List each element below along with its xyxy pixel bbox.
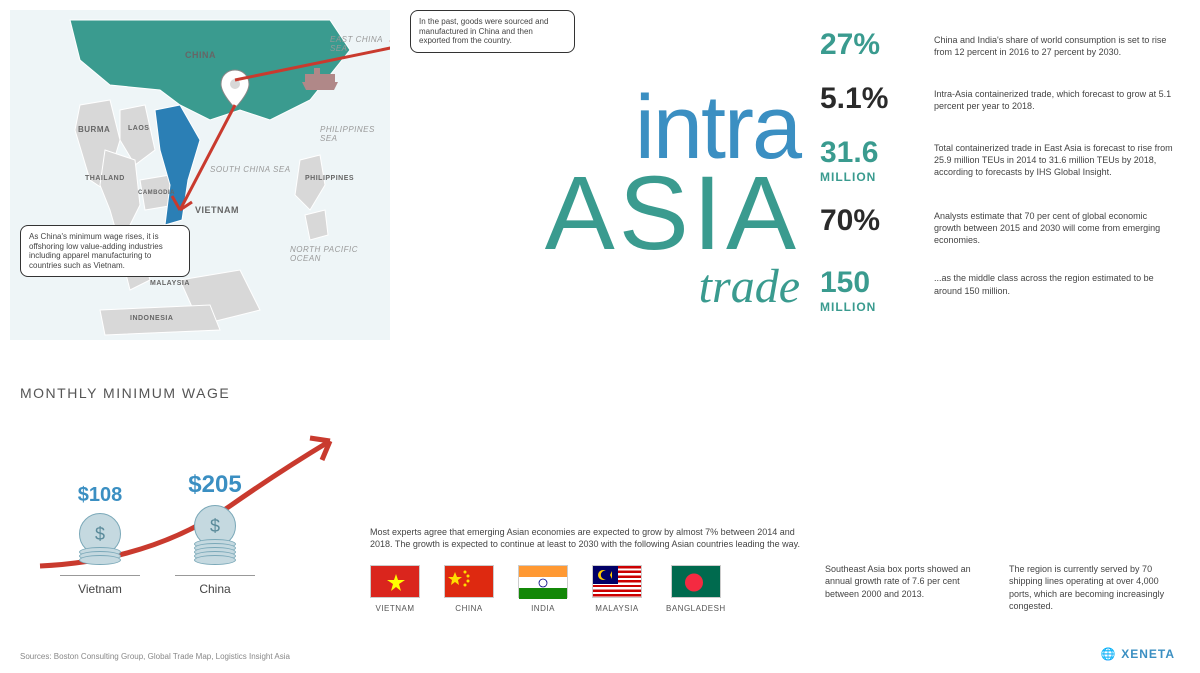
wage-title: MONTHLY MINIMUM WAGE (20, 385, 350, 401)
title-asia: ASIA (480, 167, 800, 262)
map-label-cambodia: CAMBODIA (138, 190, 175, 196)
stat-row: 27% China and India's share of world con… (820, 30, 1175, 62)
callout-export: In the past, goods were sourced and manu… (410, 10, 575, 53)
stat-desc: China and India's share of world consump… (934, 30, 1175, 58)
flag-bangladesh-icon (671, 565, 721, 598)
stat-row: 31.6 MILLION Total containerized trade in… (820, 138, 1175, 184)
bottom-right-col2: The region is currently served by 70 shi… (1009, 563, 1175, 613)
main-title: intra ASIA trade (480, 90, 800, 314)
logo: 🌐 XENETA (1101, 647, 1175, 661)
bottom-right-block: Southeast Asia box ports showed an annua… (825, 563, 1175, 613)
coin-stack-icon: $ (60, 513, 140, 565)
stat-desc: Intra-Asia containerized trade, which fo… (934, 84, 1175, 112)
flags-row: VIETNAM CHINA INDIA MALAYSIA BANGLADESH (370, 565, 800, 613)
flag-item: BANGLADESH (666, 565, 726, 613)
stat-row: 70% Analysts estimate that 70 per cent o… (820, 206, 1175, 246)
flag-india-icon (518, 565, 568, 598)
map-label-burma: BURMA (78, 125, 110, 134)
flag-malaysia-icon (592, 565, 642, 598)
flag-label: MALAYSIA (595, 604, 638, 613)
logo-text: XENETA (1121, 647, 1175, 661)
wage-item-china: $205 $ China (175, 471, 255, 596)
flag-vietnam-icon (370, 565, 420, 598)
source-text: Sources: Boston Consulting Group, Global… (20, 652, 290, 661)
stat-value: 27% (820, 30, 920, 60)
map-label-china: CHINA (185, 50, 216, 60)
bottom-text: Most experts agree that emerging Asian e… (370, 526, 800, 551)
wage-section: MONTHLY MINIMUM WAGE $108 $ Vietnam $205… (20, 385, 350, 596)
globe-icon: 🌐 (1101, 647, 1117, 661)
wage-value: $205 (175, 471, 255, 499)
wage-country: Vietnam (60, 575, 140, 596)
sea-label: NORTH PACIFIC OCEAN (290, 245, 390, 263)
stat-unit: MILLION (820, 300, 920, 314)
flag-china-icon (444, 565, 494, 598)
wage-item-vietnam: $108 $ Vietnam (60, 484, 140, 596)
coin-stack-icon: $ (175, 505, 255, 565)
callout-offshore: As China's minimum wage rises, it is off… (20, 225, 190, 277)
map-label-vietnam: VIETNAM (195, 205, 239, 215)
flag-item: MALAYSIA (592, 565, 642, 613)
stat-desc: ...as the middle class across the region… (934, 268, 1175, 296)
map-label-thailand: THAILAND (85, 175, 125, 182)
sea-label: SOUTH CHINA SEA (210, 165, 291, 174)
bottom-right-col1: Southeast Asia box ports showed an annua… (825, 563, 991, 613)
wage-country: China (175, 575, 255, 596)
flag-item: VIETNAM (370, 565, 420, 613)
wage-value: $108 (60, 484, 140, 507)
map-label-philippines: PHILIPPINES (305, 175, 354, 182)
stat-value: 150 (820, 268, 920, 298)
wage-chart: $108 $ Vietnam $205 $ China (20, 416, 350, 596)
stat-row: 150 MILLION ...as the middle class across… (820, 268, 1175, 314)
flag-item: INDIA (518, 565, 568, 613)
flag-item: CHINA (444, 565, 494, 613)
stat-row: 5.1% Intra-Asia containerized trade, whi… (820, 84, 1175, 116)
sea-label: EAST CHINA SEA (330, 35, 390, 53)
stat-value: 5.1% (820, 84, 920, 114)
stat-value: 70% (820, 206, 920, 236)
stat-desc: Analysts estimate that 70 per cent of gl… (934, 206, 1175, 246)
sea-label: PHILIPPINES SEA (320, 125, 390, 143)
flag-label: BANGLADESH (666, 604, 726, 613)
stat-value: 31.6 (820, 138, 920, 168)
flag-label: CHINA (455, 604, 482, 613)
bottom-block: Most experts agree that emerging Asian e… (370, 526, 800, 613)
map-label-laos: LAOS (128, 125, 149, 132)
map-region: CHINA BURMA LAOS THAILAND CAMBODIA VIETN… (10, 10, 390, 340)
flag-label: VIETNAM (375, 604, 414, 613)
stat-unit: MILLION (820, 170, 920, 184)
stat-desc: Total containerized trade in East Asia i… (934, 138, 1175, 178)
stats-column: 27% China and India's share of world con… (820, 30, 1175, 314)
map-label-malaysia: MALAYSIA (150, 280, 190, 287)
flag-label: INDIA (531, 604, 555, 613)
map-label-indonesia: INDONESIA (130, 315, 173, 322)
